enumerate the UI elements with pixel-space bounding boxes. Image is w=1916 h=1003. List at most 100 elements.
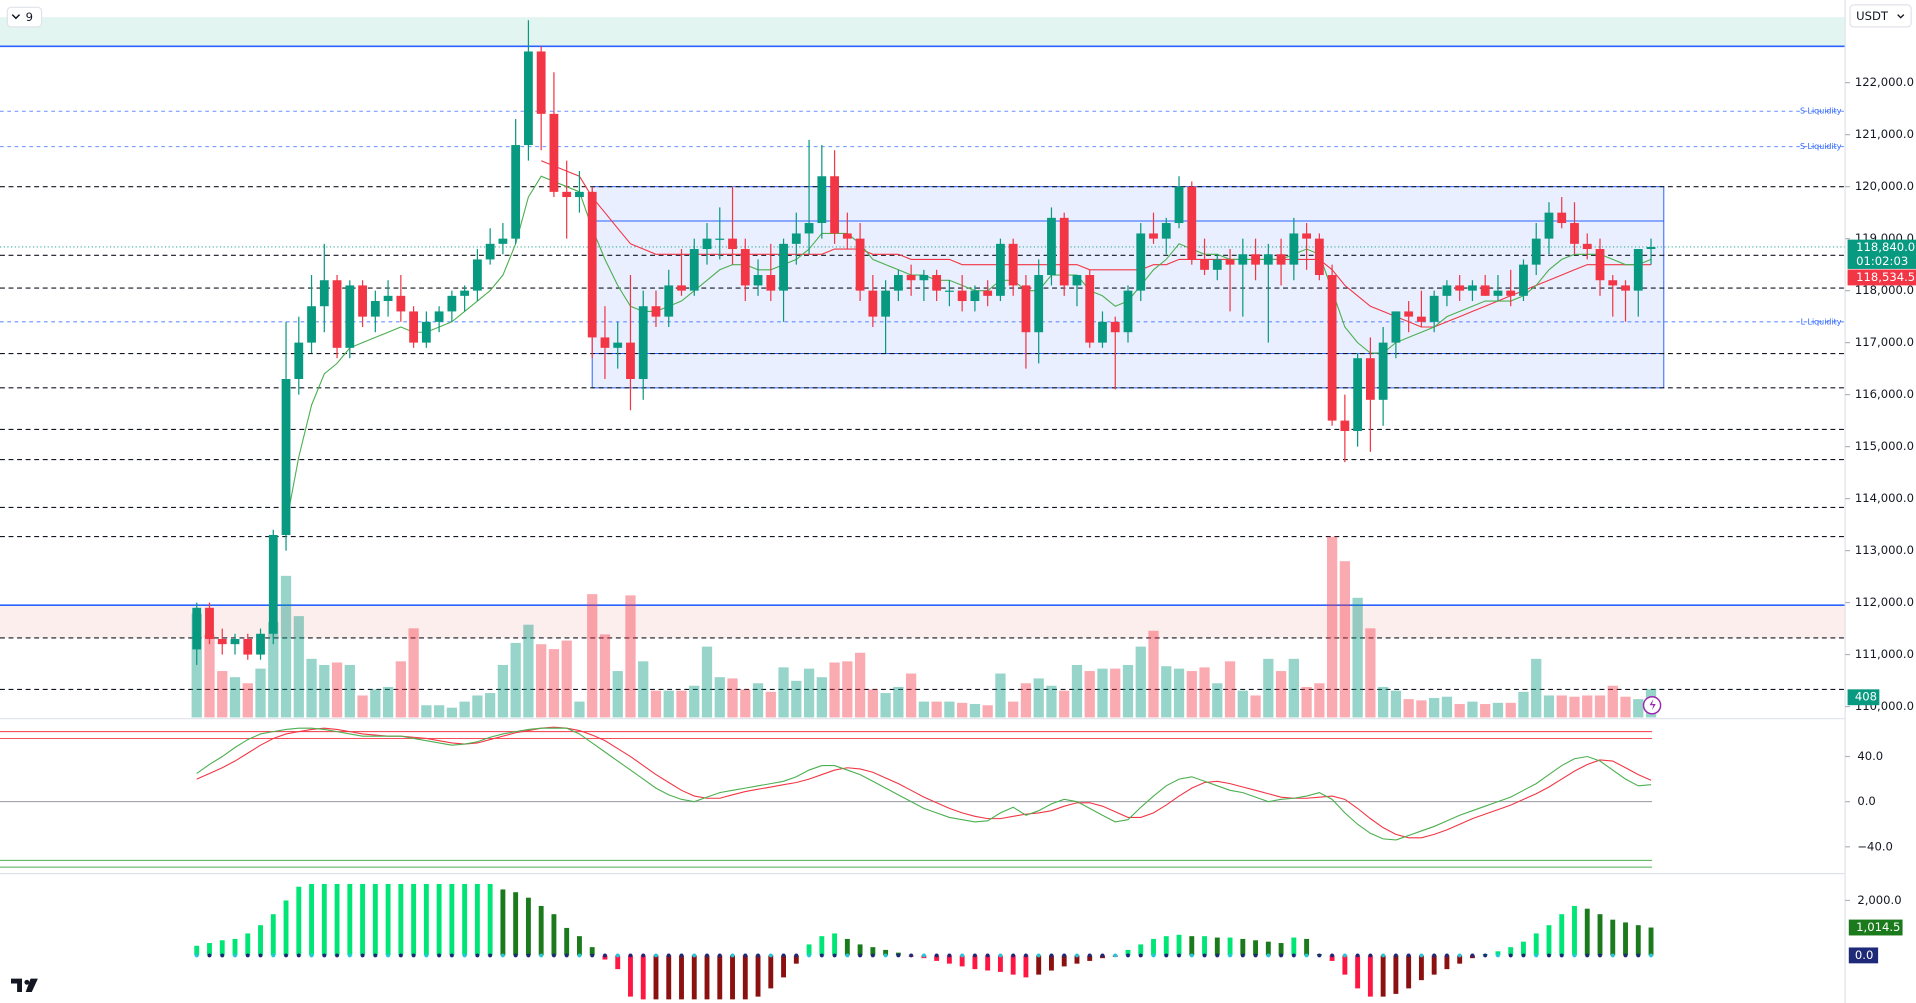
candle-body bbox=[319, 280, 329, 307]
volume-bar bbox=[625, 595, 636, 718]
squeeze-dot bbox=[411, 953, 416, 958]
squeeze-dot bbox=[1266, 953, 1271, 958]
candle-body bbox=[562, 191, 572, 198]
histogram-bar bbox=[525, 897, 531, 956]
volume-bar bbox=[1275, 671, 1287, 718]
currency-selector[interactable] bbox=[1849, 4, 1912, 28]
histogram-bar bbox=[959, 955, 965, 967]
histogram-bar bbox=[946, 955, 952, 964]
volume-bar bbox=[1020, 683, 1032, 718]
squeeze-dot bbox=[564, 953, 569, 958]
level-label: S Liquidity bbox=[1800, 142, 1842, 151]
candle-body bbox=[1314, 238, 1324, 276]
ma-fast-line bbox=[285, 175, 1652, 525]
zone bbox=[0, 17, 1846, 47]
histogram-bar bbox=[997, 955, 1003, 972]
squeeze-dot bbox=[1126, 953, 1130, 958]
histogram-bar bbox=[1597, 914, 1603, 956]
candle-body bbox=[485, 243, 495, 260]
volume-bar bbox=[1059, 690, 1070, 718]
y-tick-label: 120,000.0 bbox=[1855, 179, 1914, 193]
squeeze-dot bbox=[1508, 953, 1513, 958]
volume-bar bbox=[1033, 678, 1044, 718]
histogram-bar bbox=[1623, 922, 1628, 956]
candle-body bbox=[689, 249, 699, 291]
volume-bar bbox=[1263, 658, 1274, 718]
squeeze-dot bbox=[1036, 953, 1041, 958]
histogram-bar bbox=[1521, 941, 1526, 956]
histogram-bar bbox=[296, 886, 302, 956]
candle-body bbox=[1582, 243, 1592, 250]
histogram-bar bbox=[423, 883, 429, 956]
squeeze-dot bbox=[335, 953, 340, 958]
histogram-bar bbox=[1431, 955, 1437, 975]
histogram-bar bbox=[1342, 955, 1348, 975]
candle-body bbox=[1506, 290, 1516, 296]
candle-body bbox=[932, 275, 942, 291]
histogram-bar bbox=[538, 905, 544, 956]
volume-bar bbox=[1237, 690, 1248, 718]
volume-bar bbox=[1148, 630, 1159, 718]
volume-bar bbox=[1199, 667, 1210, 718]
squeeze-dot bbox=[207, 953, 212, 958]
candle-body bbox=[192, 607, 202, 650]
squeeze-dot bbox=[615, 953, 620, 958]
squeeze-dot bbox=[437, 953, 442, 958]
volume-bar bbox=[893, 686, 904, 718]
chevron-icon bbox=[11, 14, 21, 20]
y-tick-label: 121,000.0 bbox=[1855, 127, 1914, 141]
tradingview-logo bbox=[10, 978, 38, 993]
candle-body bbox=[1212, 259, 1222, 270]
y-tick-label: 117,000.0 bbox=[1855, 335, 1914, 349]
candle-body bbox=[970, 290, 980, 302]
volume-bar bbox=[1454, 704, 1465, 718]
hist-current-label: 1,014.5 bbox=[1856, 920, 1900, 934]
volume-bar bbox=[523, 624, 534, 718]
histogram-bar bbox=[615, 955, 621, 970]
alert-icon[interactable] bbox=[1642, 695, 1662, 715]
volume-bar bbox=[1633, 699, 1644, 718]
candle-body bbox=[957, 290, 967, 302]
volume-bar bbox=[740, 689, 751, 718]
candle-body bbox=[1570, 223, 1579, 244]
candle-body bbox=[498, 238, 508, 244]
candle-body bbox=[332, 280, 342, 348]
squeeze-dot bbox=[628, 953, 633, 958]
candle-body bbox=[307, 306, 316, 343]
squeeze-dot bbox=[1151, 953, 1156, 958]
histogram-bar bbox=[755, 955, 761, 997]
squeeze-dot bbox=[870, 953, 875, 958]
histogram-bar bbox=[1329, 955, 1335, 961]
candle-body bbox=[1021, 285, 1031, 333]
volume-bar bbox=[357, 695, 368, 718]
histogram-bar bbox=[474, 883, 480, 956]
histogram-bar bbox=[1406, 955, 1412, 989]
candle-body bbox=[996, 243, 1005, 296]
candle-body bbox=[753, 275, 763, 286]
squeeze-dot bbox=[1138, 953, 1143, 958]
histogram-bar bbox=[283, 900, 289, 956]
squeeze-dot bbox=[1393, 953, 1398, 958]
candle-body bbox=[1072, 275, 1082, 286]
volume-bar bbox=[1416, 700, 1427, 718]
volume-bar bbox=[1301, 686, 1312, 718]
squeeze-dot bbox=[526, 953, 531, 958]
volume-bar bbox=[599, 634, 611, 718]
histogram-bar bbox=[844, 938, 850, 956]
legend-toggle[interactable] bbox=[6, 6, 43, 28]
volume-box bbox=[1847, 689, 1880, 706]
squeeze-dot bbox=[360, 953, 365, 958]
volume-bar bbox=[242, 683, 253, 718]
squeeze-dot bbox=[1585, 953, 1590, 958]
histogram-bar bbox=[1572, 905, 1577, 956]
candle-body bbox=[1353, 358, 1363, 432]
histogram-bar bbox=[1457, 955, 1463, 964]
chevron-icon bbox=[1897, 14, 1905, 19]
candle-body bbox=[472, 259, 482, 291]
histogram-bar bbox=[1265, 941, 1271, 956]
volume-bar bbox=[752, 683, 764, 718]
candle-body bbox=[447, 295, 457, 312]
volume-bar bbox=[650, 690, 662, 718]
candle-body bbox=[1251, 254, 1260, 265]
volume-bar bbox=[1429, 697, 1440, 718]
